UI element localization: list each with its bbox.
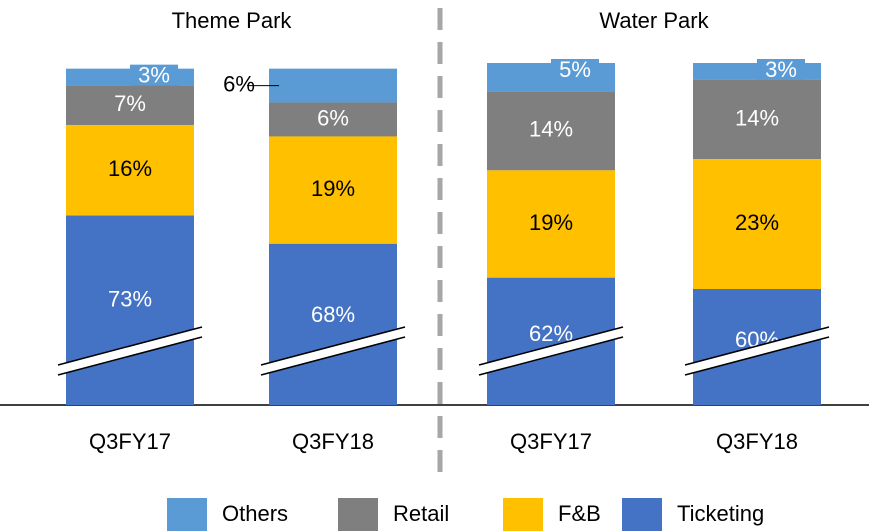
legend-swatch: [338, 498, 378, 531]
data-label: 68%: [311, 302, 355, 327]
data-label: 14%: [735, 105, 779, 130]
axis-break-line: [57, 336, 203, 376]
data-label: 23%: [735, 210, 779, 235]
legend-swatch: [503, 498, 543, 531]
axis-break-line: [260, 336, 406, 376]
x-tick-label: Q3FY17: [510, 429, 592, 454]
bar-segment: [693, 79, 821, 160]
data-label: 6%: [223, 71, 255, 96]
legend-label: Ticketing: [677, 501, 764, 526]
data-label: 7%: [114, 91, 146, 116]
x-tick-label: Q3FY18: [716, 429, 798, 454]
bar-segment: [269, 102, 397, 137]
bar-segment: [269, 243, 397, 405]
data-label: 5%: [559, 57, 591, 82]
bar-segment: [693, 159, 821, 289]
axis-break: [58, 327, 202, 375]
axis-break: [261, 327, 405, 375]
axis-break-line: [260, 326, 406, 366]
data-label: 16%: [108, 156, 152, 181]
x-tick-label: Q3FY17: [89, 429, 171, 454]
group-title: Water Park: [599, 8, 709, 33]
legend-label: Retail: [393, 501, 449, 526]
x-tick-label: Q3FY18: [292, 429, 374, 454]
bar-segment: [487, 91, 615, 171]
axis-break-line: [684, 336, 830, 376]
bar-segment: [487, 170, 615, 278]
data-label: 3%: [765, 57, 797, 82]
data-label: 73%: [108, 287, 152, 312]
axis-break: [685, 327, 829, 375]
data-label: 19%: [311, 176, 355, 201]
legend-label: Others: [222, 501, 288, 526]
bar-segment: [66, 85, 194, 126]
axis-break-line: [478, 336, 624, 376]
bar-segment: [66, 125, 194, 216]
axis-break: [479, 327, 623, 375]
bar-segment: [269, 68, 397, 103]
axis-break-line: [478, 326, 624, 366]
legend-swatch: [167, 498, 207, 531]
label-box: [551, 59, 599, 85]
axis-break-line: [684, 326, 830, 366]
bar-segment: [66, 215, 194, 405]
legend-label: F&B: [558, 501, 601, 526]
legend-swatch: [622, 498, 662, 531]
group-title: Theme Park: [172, 8, 293, 33]
bar-segment: [269, 136, 397, 244]
data-label: 14%: [529, 117, 573, 142]
axis-break-line: [57, 326, 203, 366]
data-label: 19%: [529, 210, 573, 235]
data-label: 6%: [317, 105, 349, 130]
data-label: 3%: [138, 62, 170, 87]
